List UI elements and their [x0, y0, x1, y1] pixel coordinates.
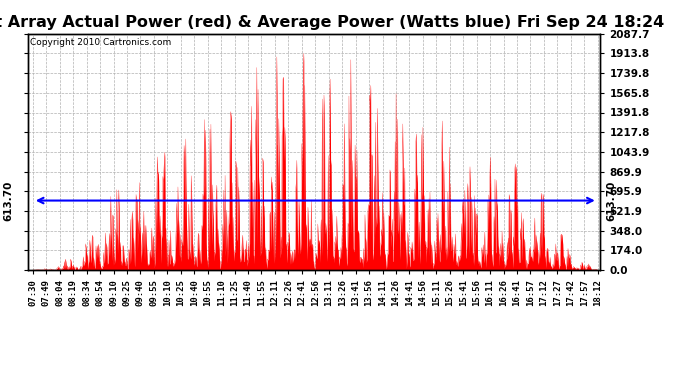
- Text: Copyright 2010 Cartronics.com: Copyright 2010 Cartronics.com: [30, 39, 172, 48]
- Text: 613.70: 613.70: [3, 180, 13, 221]
- Text: West Array Actual Power (red) & Average Power (Watts blue) Fri Sep 24 18:24: West Array Actual Power (red) & Average …: [0, 15, 664, 30]
- Text: 613.70: 613.70: [606, 180, 616, 221]
